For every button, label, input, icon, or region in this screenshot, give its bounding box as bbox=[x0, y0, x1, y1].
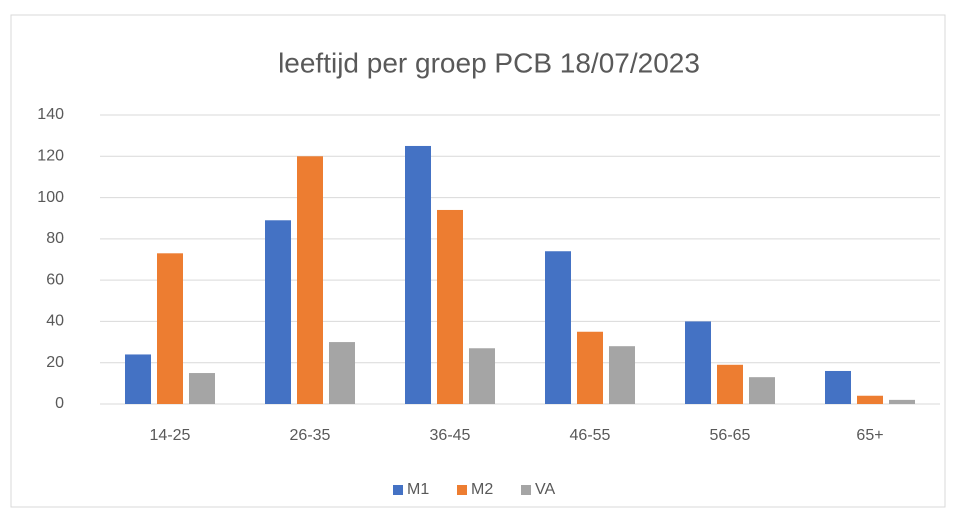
bar bbox=[437, 209, 463, 404]
x-tick-label: 46-55 bbox=[570, 427, 611, 444]
y-tick-label: 20 bbox=[46, 354, 64, 371]
bar bbox=[825, 370, 851, 404]
bar bbox=[545, 251, 571, 404]
bar bbox=[685, 321, 711, 404]
bar bbox=[889, 399, 915, 404]
y-tick-label: 80 bbox=[46, 230, 64, 247]
x-tick-label: 56-65 bbox=[710, 427, 751, 444]
y-tick-label: 100 bbox=[37, 189, 64, 206]
bar bbox=[157, 253, 183, 404]
legend-label: VA bbox=[535, 481, 555, 498]
legend-label: M2 bbox=[471, 481, 493, 498]
x-tick-label: 36-45 bbox=[430, 427, 471, 444]
bar bbox=[405, 145, 431, 404]
legend-swatch bbox=[393, 485, 403, 495]
bar bbox=[577, 331, 603, 404]
y-tick-label: 140 bbox=[37, 106, 64, 123]
bar bbox=[329, 342, 355, 404]
y-tick-label: 60 bbox=[46, 271, 64, 288]
bar bbox=[469, 348, 495, 404]
bar bbox=[609, 346, 635, 404]
x-tick-label: 26-35 bbox=[290, 427, 331, 444]
legend-swatch bbox=[457, 485, 467, 495]
legend-label: M1 bbox=[407, 481, 429, 498]
bar bbox=[189, 373, 215, 404]
bar bbox=[265, 220, 291, 404]
chart-title: leeftijd per groep PCB 18/07/2023 bbox=[278, 47, 700, 78]
x-tick-label: 14-25 bbox=[150, 427, 191, 444]
bar bbox=[297, 156, 323, 404]
bar bbox=[857, 395, 883, 404]
bar bbox=[749, 377, 775, 404]
x-tick-label: 65+ bbox=[856, 427, 883, 444]
bar bbox=[717, 364, 743, 404]
y-tick-label: 120 bbox=[37, 148, 64, 165]
y-tick-label: 40 bbox=[46, 313, 64, 330]
legend-swatch bbox=[521, 485, 531, 495]
y-tick-label: 0 bbox=[55, 395, 64, 412]
bar bbox=[125, 354, 151, 404]
